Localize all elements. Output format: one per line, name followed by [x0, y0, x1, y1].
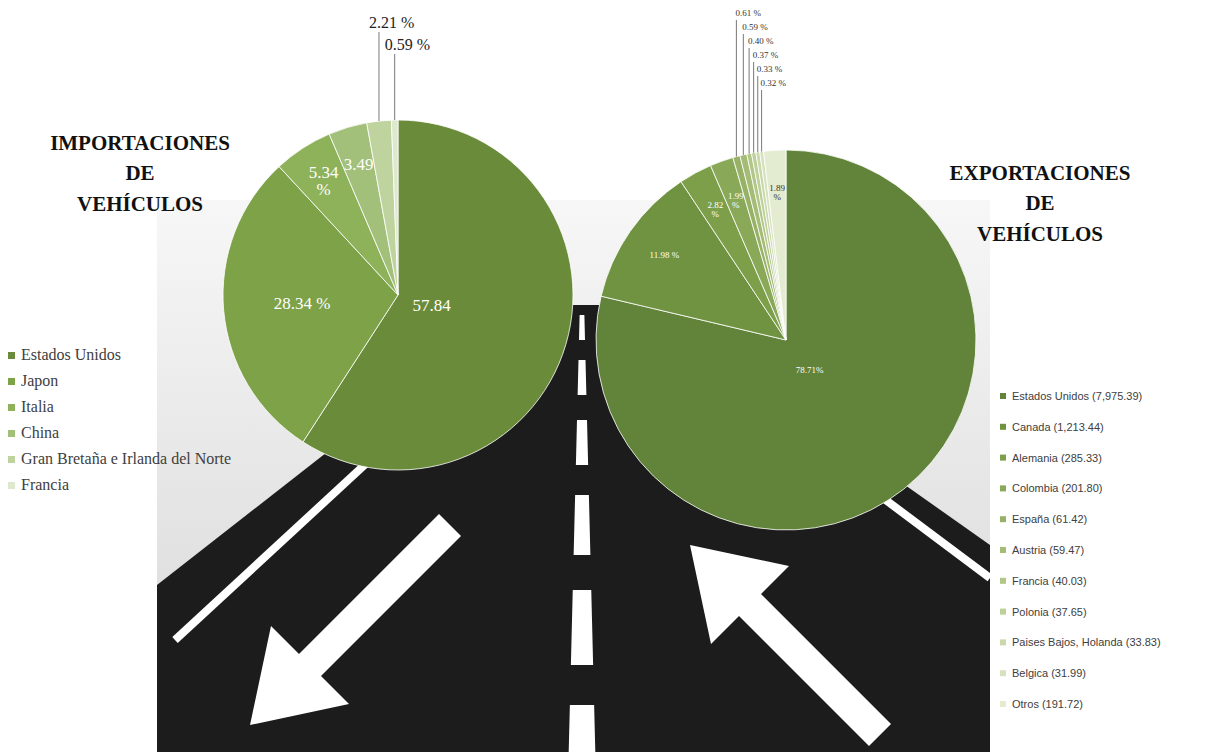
leader-line	[749, 48, 750, 154]
legend-swatch	[1000, 455, 1006, 461]
leader-line	[761, 90, 762, 152]
label-line: %	[732, 200, 740, 210]
legend-label: Estados Unidos (7,975.39)	[1012, 390, 1142, 402]
legend-label: Paises Bajos, Holanda (33.83)	[1012, 636, 1161, 648]
legend-label: Japon	[21, 372, 58, 390]
chart-title: IMPORTACIONES DE VEHÍCULOS	[50, 131, 230, 216]
legend-label: Belgica (31.99)	[1012, 667, 1086, 679]
legend-label: Gran Bretaña e Irlanda del Norte	[21, 450, 231, 467]
legend-swatch	[1000, 670, 1006, 676]
center-dash	[574, 495, 591, 555]
data-label: 1.99%	[728, 191, 744, 210]
data-label: 28.34 %	[274, 294, 331, 313]
legend-swatch	[1000, 609, 1006, 615]
legend: Estados Unidos Japon Italia China Gran Breta…	[8, 346, 231, 493]
legend-swatch	[1000, 393, 1006, 399]
legend-swatch	[1000, 578, 1006, 584]
legend-label: Colombia (201.80)	[1012, 482, 1103, 494]
arrow-down	[250, 514, 461, 725]
pie-slice	[367, 120, 398, 295]
pie-chart: 78.71% 11.98 % 2.82% 1.99% 0.61 % 0.59 % 0.40 …	[596, 8, 1161, 710]
legend-swatch	[1000, 516, 1006, 522]
legend-label: Otros (191.72)	[1012, 698, 1083, 710]
leader-line	[378, 32, 379, 121]
legend-swatch	[1000, 701, 1006, 707]
data-label: 2.21 %	[369, 14, 414, 31]
legend-label: Alemania (285.33)	[1012, 452, 1102, 464]
label-line: %	[317, 180, 331, 199]
legend-swatch	[8, 482, 15, 489]
title-line: DE	[125, 161, 154, 185]
center-dash	[576, 420, 588, 465]
center-dash	[579, 315, 585, 340]
legend-label: China	[21, 424, 59, 441]
leader-line	[736, 20, 737, 157]
data-label: 0.59 %	[742, 22, 768, 32]
title-line: EXPORTACIONES	[950, 161, 1131, 185]
title-line: VEHÍCULOS	[977, 222, 1103, 246]
data-label: 0.37 %	[753, 50, 779, 60]
center-dash	[578, 360, 587, 395]
pie-slice	[391, 120, 398, 295]
legend-swatch	[8, 430, 15, 437]
data-label: 11.98 %	[650, 250, 680, 260]
chart: 57.84 28.34 % 5.34% 3.49 2.21 % 0.59 % IMPORTA…	[0, 0, 1218, 752]
chart-title: EXPORTACIONES DE VEHÍCULOS	[950, 161, 1131, 246]
pie-slice	[763, 150, 786, 340]
data-label: 0.40 %	[748, 36, 774, 46]
data-label: 57.84	[412, 296, 451, 315]
leader-line	[753, 62, 754, 153]
leader-line	[743, 34, 744, 155]
legend-label: Austria (59.47)	[1012, 544, 1084, 556]
legend-label: España (61.42)	[1012, 513, 1087, 525]
data-label: 0.33 %	[757, 64, 783, 74]
arrow-up	[690, 545, 891, 746]
legend-swatch	[8, 456, 15, 463]
data-label: 1.89%	[769, 183, 785, 202]
legend-swatch	[1000, 485, 1006, 491]
label-line: %	[712, 209, 720, 219]
pie-slice	[596, 150, 976, 530]
slices	[596, 150, 976, 530]
center-dash	[571, 590, 593, 665]
label-line: %	[773, 192, 781, 202]
slices	[223, 120, 573, 470]
legend-swatch	[8, 352, 15, 359]
title-line: DE	[1025, 191, 1054, 215]
legend: Estados Unidos (7,975.39) Canada (1,213.4…	[1000, 390, 1161, 710]
legend-label: Francia (40.03)	[1012, 575, 1087, 587]
pie-chart: 57.84 28.34 % 5.34% 3.49 2.21 % 0.59 % IMPORTA…	[8, 14, 573, 493]
legend-label: Italia	[21, 398, 54, 415]
legend-label: Estados Unidos	[21, 346, 121, 363]
data-label: 0.61 %	[735, 8, 761, 18]
data-label: 5.34%	[309, 163, 339, 199]
data-label: 78.71%	[796, 365, 824, 375]
legend-swatch	[1000, 547, 1006, 553]
leader-line	[757, 76, 758, 152]
data-label: 0.59 %	[385, 36, 430, 53]
legend-swatch	[1000, 639, 1006, 645]
leader-line	[394, 54, 395, 120]
title-line: IMPORTACIONES	[50, 131, 230, 155]
data-label: 2.82%	[707, 200, 723, 219]
legend-label: Canada (1,213.44)	[1012, 421, 1104, 433]
legend-swatch	[8, 378, 15, 385]
legend-label: Polonia (37.65)	[1012, 606, 1087, 618]
data-label: 0.32 %	[761, 78, 787, 88]
data-label: 3.49	[344, 155, 374, 174]
legend-swatch	[1000, 424, 1006, 430]
legend-swatch	[8, 404, 15, 411]
legend-label: Francia	[21, 476, 69, 493]
center-dash	[569, 705, 596, 752]
title-line: VEHÍCULOS	[77, 192, 203, 216]
